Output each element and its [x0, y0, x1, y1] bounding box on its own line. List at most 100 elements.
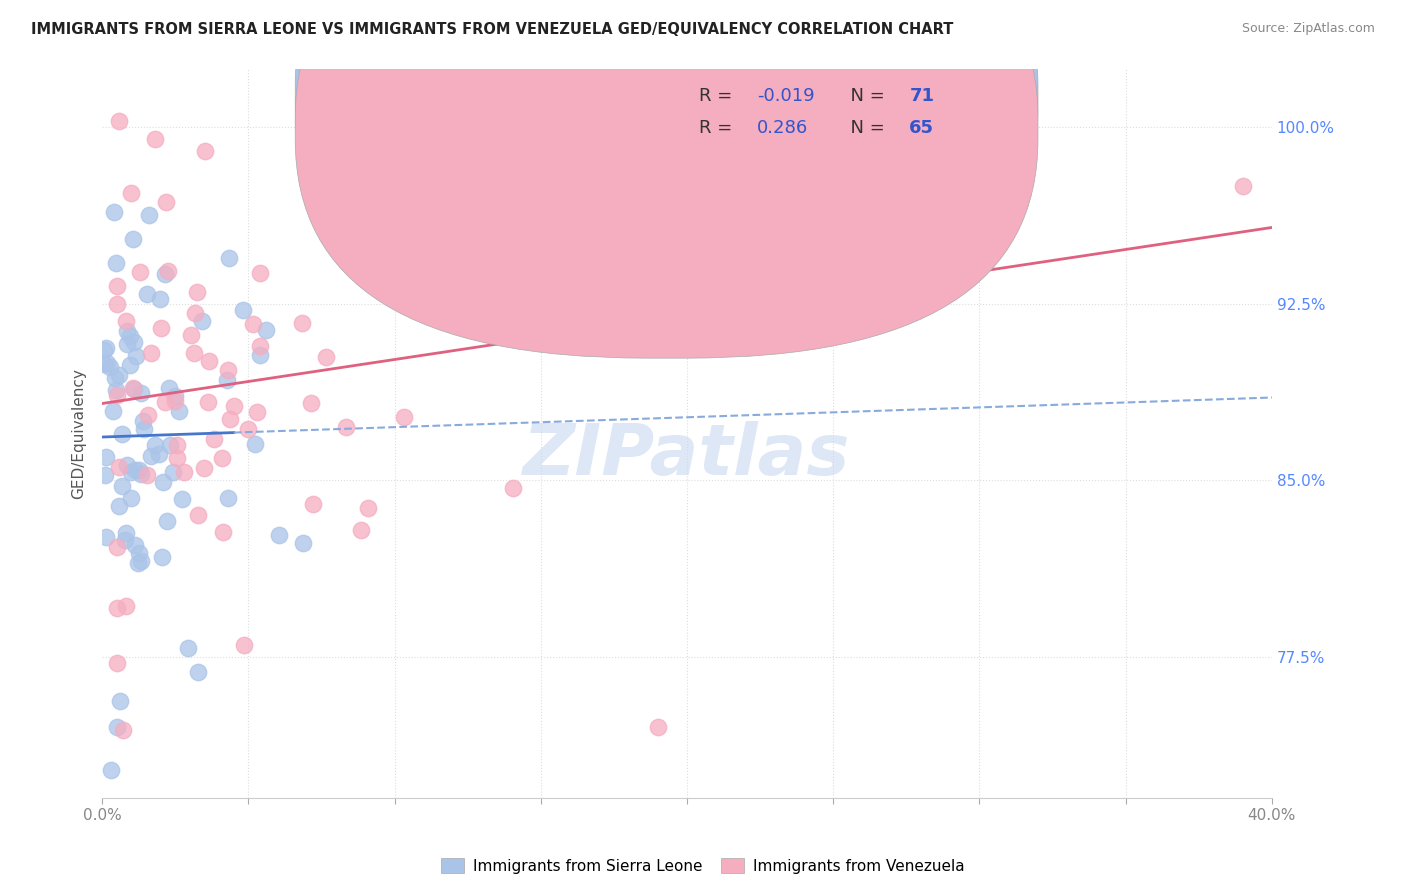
Point: [299, 396, 322, 410]
Point: [115, 599, 138, 613]
Point: [143, 132, 166, 146]
Point: [101, 404, 124, 418]
Point: [211, 451, 233, 466]
Point: [217, 491, 239, 506]
Point: [124, 463, 146, 477]
Point: [100, 763, 122, 777]
Point: [232, 638, 254, 652]
Point: [218, 251, 240, 265]
Point: [153, 395, 176, 409]
Point: [98, 359, 121, 374]
Point: [105, 721, 128, 735]
Point: [120, 491, 142, 505]
Text: IMMIGRANTS FROM SIERRA LEONE VS IMMIGRANTS FROM VENEZUELA GED/EQUIVALENCY CORREL: IMMIGRANTS FROM SIERRA LEONE VS IMMIGRAN…: [31, 22, 953, 37]
Point: [183, 346, 205, 360]
Point: [384, 73, 406, 87]
Point: [155, 194, 177, 209]
Point: [193, 144, 215, 158]
Point: [170, 491, 193, 506]
Point: [105, 656, 128, 670]
Point: [163, 394, 186, 409]
Point: [166, 450, 188, 465]
Point: [357, 501, 380, 516]
Point: [131, 386, 153, 401]
Point: [94, 530, 117, 544]
Point: [129, 467, 152, 482]
Point: [135, 467, 157, 482]
Point: [103, 205, 125, 219]
Point: [177, 640, 200, 655]
Text: Source: ZipAtlas.com: Source: ZipAtlas.com: [1241, 22, 1375, 36]
Point: [112, 723, 135, 738]
Point: [392, 410, 415, 425]
Point: [159, 437, 181, 451]
Legend: Immigrants from Sierra Leone, Immigrants from Venezuela: Immigrants from Sierra Leone, Immigrants…: [434, 852, 972, 880]
Point: [94, 467, 117, 482]
Point: [187, 508, 209, 522]
Text: 0.286: 0.286: [758, 119, 808, 136]
Point: [249, 266, 271, 280]
Point: [167, 404, 190, 418]
Point: [143, 438, 166, 452]
Point: [350, 523, 373, 537]
Point: [184, 306, 207, 320]
Point: [152, 475, 174, 490]
Point: [157, 263, 180, 277]
Point: [105, 540, 128, 554]
Point: [842, 295, 865, 310]
Point: [139, 450, 162, 464]
Point: [128, 546, 150, 560]
Point: [107, 499, 129, 513]
Point: [128, 463, 150, 477]
Point: [193, 461, 215, 475]
Point: [162, 466, 184, 480]
Point: [115, 458, 138, 472]
Y-axis label: GED/Equivalency: GED/Equivalency: [72, 368, 86, 499]
Point: [186, 285, 208, 299]
Point: [212, 524, 235, 539]
Point: [139, 346, 162, 360]
Point: [121, 232, 143, 246]
Point: [302, 497, 325, 511]
Point: [254, 323, 277, 337]
Point: [647, 721, 669, 735]
Point: [412, 73, 434, 87]
Point: [149, 293, 172, 307]
Point: [335, 419, 357, 434]
Point: [215, 373, 238, 387]
Point: [111, 479, 134, 493]
Point: [249, 348, 271, 362]
Point: [202, 432, 225, 446]
Point: [120, 328, 142, 343]
Point: [132, 422, 155, 436]
Point: [132, 414, 155, 428]
Point: [127, 556, 149, 570]
Point: [685, 244, 707, 259]
Point: [128, 265, 150, 279]
Point: [93, 357, 115, 371]
Point: [124, 538, 146, 552]
Point: [105, 279, 128, 293]
Point: [114, 533, 136, 548]
Point: [198, 354, 221, 368]
Point: [156, 514, 179, 528]
FancyBboxPatch shape: [634, 79, 980, 163]
Point: [108, 368, 131, 383]
Point: [148, 447, 170, 461]
Point: [96, 356, 118, 370]
Point: [219, 412, 242, 426]
Point: [122, 382, 145, 396]
Text: R =: R =: [699, 119, 744, 136]
Point: [232, 303, 254, 318]
Point: [150, 321, 173, 335]
Point: [243, 436, 266, 450]
Point: [246, 405, 269, 419]
Point: [602, 186, 624, 201]
Point: [222, 399, 245, 413]
Point: [138, 207, 160, 221]
Point: [249, 339, 271, 353]
Point: [326, 220, 349, 235]
Point: [165, 389, 187, 403]
Point: [122, 335, 145, 350]
Point: [105, 601, 128, 615]
